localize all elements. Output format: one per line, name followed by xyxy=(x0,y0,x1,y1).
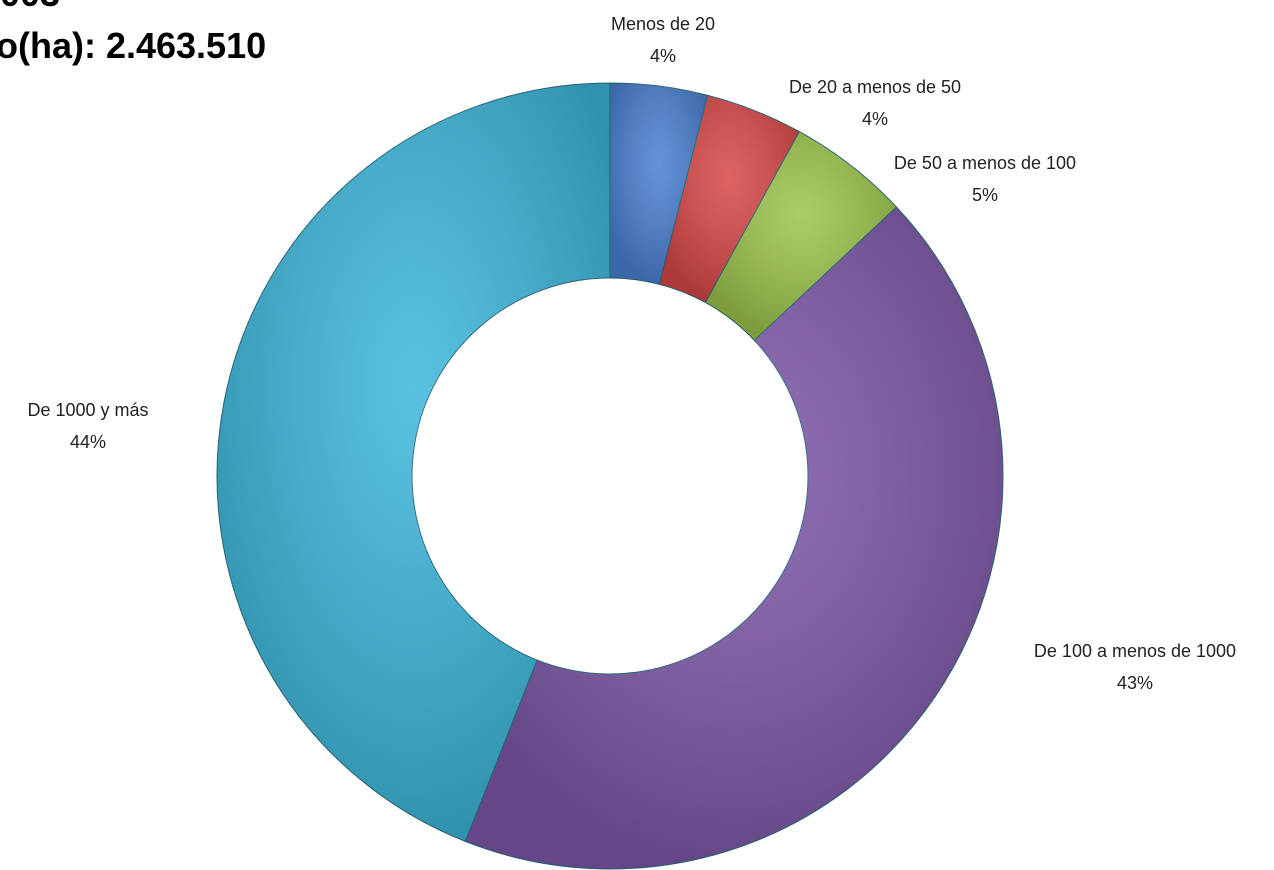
slice-value-label: 43% xyxy=(1117,673,1153,693)
slice-label: De 20 a menos de 50 xyxy=(789,77,961,97)
slice-value-label: 4% xyxy=(650,46,676,66)
slice-label: De 1000 y más xyxy=(27,400,148,420)
slice-value-label: 44% xyxy=(70,432,106,452)
slice-value-label: 5% xyxy=(972,185,998,205)
slice-label: De 100 a menos de 1000 xyxy=(1034,641,1236,661)
chart-title: o(ha): 2.463.510 xyxy=(0,25,266,66)
slice-label: Menos de 20 xyxy=(611,14,715,34)
chart-title: 003 xyxy=(0,0,60,14)
slice-value-label: 4% xyxy=(862,109,888,129)
slice-label: De 50 a menos de 100 xyxy=(894,153,1076,173)
